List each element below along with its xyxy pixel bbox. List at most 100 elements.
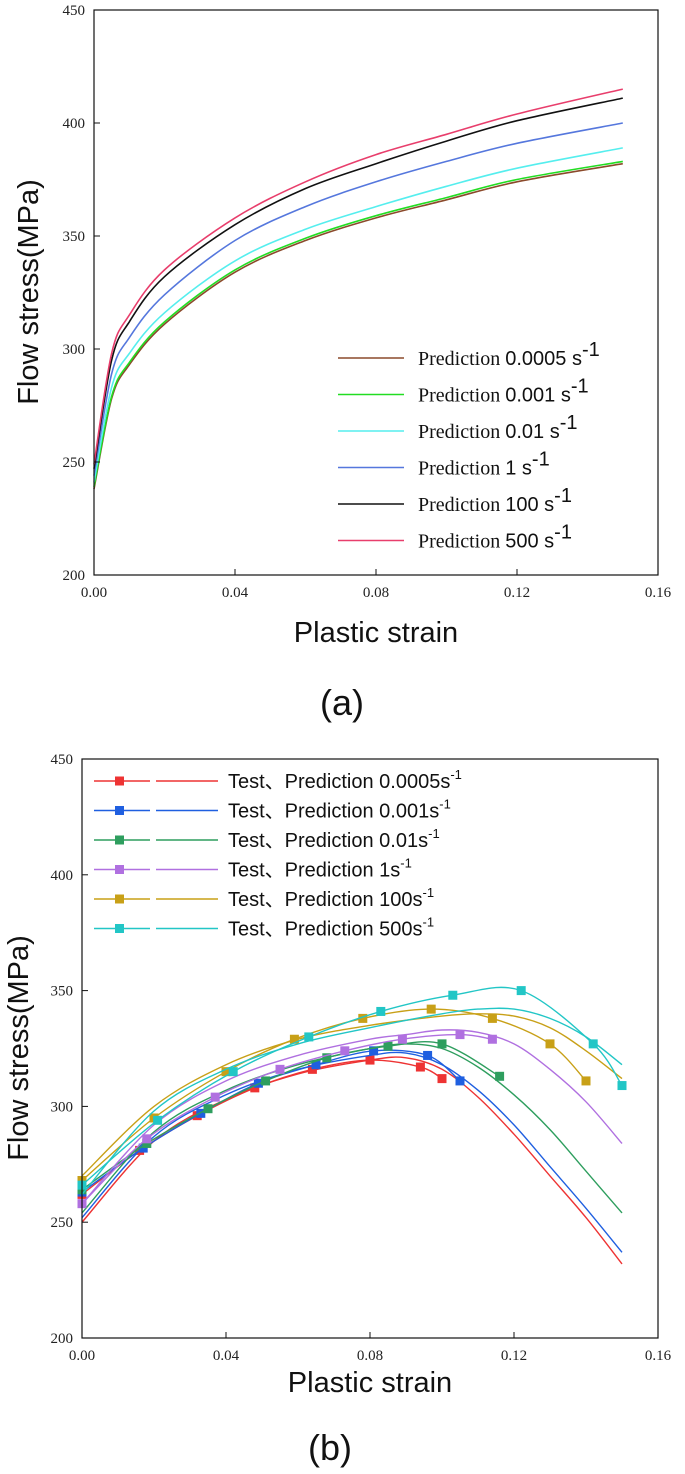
- chart-b-ytick-label-4: 400: [51, 868, 74, 884]
- chart-b-legend-label-2: Test、Prediction 0.01s-1: [228, 826, 440, 852]
- chart-b-prediction-line-1: [81, 1051, 623, 1253]
- chart-b-test-point-2-5: [383, 1041, 393, 1051]
- chart-b-xtick-label-3: 0.12: [501, 1348, 527, 1364]
- chart-b-test-point-5-8: [617, 1081, 627, 1091]
- chart-b-test-point-3-6: [455, 1030, 465, 1040]
- chart-a-xtick-label-3: 0.12: [504, 585, 530, 601]
- chart-b-legend-label-4: Test、Prediction 100s-1: [228, 885, 434, 911]
- chart-b-test-point-5-1: [153, 1115, 163, 1125]
- chart-b-test-point-1-6: [423, 1050, 433, 1060]
- chart-a-legend-label-4: Prediction 100 s-1: [418, 485, 572, 516]
- chart-a-ylabel: Flow stress(MPa): [13, 179, 45, 405]
- chart-b-test-point-3-4: [340, 1046, 350, 1056]
- chart-b-xlabel: Plastic strain: [288, 1367, 452, 1399]
- chart-a-ytick-label-4: 400: [63, 116, 86, 132]
- chart-b-test-point-2-2: [203, 1104, 213, 1114]
- chart-a-legend-label-3: Prediction 1 s-1: [418, 449, 550, 480]
- chart-b-test-point-0-4: [307, 1064, 317, 1074]
- chart-b-test-point-2-6: [437, 1039, 447, 1049]
- chart-b-ticks: 0.00 0.04 0.08 0.12 0.16 200 250 300 350 400 450: [51, 752, 672, 1364]
- chart-b-test-point-1-1: [138, 1143, 148, 1153]
- chart-b-xtick-label-2: 0.08: [357, 1348, 383, 1364]
- chart-b-test-point-4-8: [581, 1076, 591, 1086]
- chart-b-legend-label-3: Test、Prediction 1s-1: [228, 856, 412, 882]
- chart-a-legend-label-5: Prediction 500 s-1: [418, 522, 572, 553]
- chart-b-test-point-2-3: [261, 1076, 271, 1086]
- chart-b-test-point-2-7: [495, 1071, 505, 1081]
- chart-b-test-point-5-3: [304, 1032, 314, 1042]
- chart-b-test-line-1: [81, 1049, 461, 1193]
- chart-b-xtick-label-4: 0.16: [645, 1348, 672, 1364]
- chart-a-series-line-4: [93, 97, 623, 469]
- chart-a-ytick-label-2: 300: [63, 342, 86, 358]
- chart-b-xtick-label-1: 0.04: [213, 1348, 240, 1364]
- panel-label-b: (b): [308, 1427, 352, 1468]
- chart-a-xtick-label-2: 0.08: [363, 585, 389, 601]
- chart-a-series-line-2: [93, 147, 623, 483]
- chart-a-frame: [93, 9, 659, 576]
- chart-a: 0.00 0.04 0.08 0.12 0.16 200 250 300 350 400 450 P…: [13, 3, 672, 723]
- chart-b: 0.00 0.04 0.08 0.12 0.16 200 250 300 350 400 450 T…: [3, 752, 672, 1468]
- chart-b-legend-label-1: Test、Prediction 0.001s-1: [228, 797, 451, 823]
- chart-a-series-line-1: [93, 160, 623, 488]
- chart-b-test-point-0-3: [250, 1083, 260, 1093]
- chart-a-xtick-label-4: 0.16: [645, 585, 672, 601]
- chart-b-test-point-3-7: [487, 1034, 497, 1044]
- chart-b-test-point-5-5: [448, 990, 458, 1000]
- chart-b-test-point-0-6: [415, 1062, 425, 1072]
- chart-b-legend-test-marker-0: [115, 776, 124, 786]
- chart-b-ytick-label-3: 350: [51, 984, 74, 1000]
- chart-b-legend-label-5: Test、Prediction 500s-1: [228, 915, 434, 941]
- chart-b-test-point-0-7: [437, 1074, 447, 1084]
- chart-b-ytick-label-0: 200: [51, 1331, 74, 1347]
- chart-b-prediction-line-0: [81, 1056, 623, 1265]
- chart-a-xlabel: Plastic strain: [294, 617, 458, 649]
- chart-b-ytick-label-2: 300: [51, 1099, 74, 1115]
- chart-b-test-point-1-2: [196, 1108, 206, 1118]
- chart-a-series-line-3: [93, 122, 623, 476]
- chart-b-legend-test-marker-2: [115, 835, 124, 845]
- chart-b-test-point-1-7: [455, 1076, 465, 1086]
- chart-a-ytick-label-1: 250: [63, 455, 86, 471]
- chart-b-prediction-line-4: [81, 1013, 623, 1177]
- chart-a-legend-label-0: Prediction 0.0005 s-1: [418, 339, 600, 370]
- chart-a-ytick-label-0: 200: [63, 568, 86, 584]
- chart-b-ytick-label-1: 250: [51, 1215, 74, 1231]
- chart-b-prediction-line-5: [81, 1007, 623, 1195]
- chart-a-legend-label-1: Prediction 0.001 s-1: [418, 376, 589, 407]
- chart-b-test-point-4-5: [426, 1004, 436, 1014]
- chart-b-test-point-3-1: [142, 1134, 152, 1144]
- chart-b-test-point-5-6: [516, 986, 526, 996]
- chart-a-xtick-label-0: 0.00: [81, 585, 107, 601]
- chart-a-xtick-label-1: 0.04: [222, 585, 249, 601]
- chart-b-series: [77, 986, 627, 1265]
- chart-b-ylabel: Flow stress(MPa): [3, 935, 35, 1161]
- chart-b-legend-test-marker-4: [115, 894, 124, 904]
- chart-b-prediction-line-2: [81, 1043, 623, 1214]
- chart-b-test-point-4-4: [358, 1013, 368, 1023]
- chart-a-ytick-label-5: 450: [63, 3, 86, 19]
- chart-b-legend: Test、Prediction 0.0005s-1 Test、Prediction…: [94, 767, 462, 941]
- chart-b-test-line-2: [81, 1041, 500, 1191]
- chart-b-test-point-5-7: [588, 1039, 598, 1049]
- panel-label-a: (a): [320, 682, 364, 723]
- chart-b-test-point-0-5: [365, 1055, 375, 1065]
- chart-b-test-point-3-2: [210, 1092, 220, 1102]
- chart-a-series-line-0: [93, 162, 623, 490]
- chart-b-test-point-1-5: [369, 1046, 379, 1056]
- chart-a-ticks: 0.00 0.04 0.08 0.12 0.16 200 250 300 350 400 450: [63, 3, 672, 601]
- chart-a-series-line-5: [93, 88, 623, 465]
- chart-a-ytick-label-3: 350: [63, 229, 86, 245]
- chart-a-legend: Prediction 0.0005 s-1 Prediction 0.001 s-…: [338, 339, 600, 553]
- chart-b-test-point-4-6: [487, 1013, 497, 1023]
- chart-b-test-point-1-3: [253, 1078, 263, 1088]
- chart-b-test-point-2-4: [322, 1053, 332, 1063]
- chart-a-legend-label-2: Prediction 0.01 s-1: [418, 412, 578, 443]
- chart-b-prediction-line-3: [81, 1029, 623, 1205]
- chart-b-legend-label-0: Test、Prediction 0.0005s-1: [228, 767, 462, 793]
- chart-a-series: [93, 88, 623, 490]
- chart-b-test-point-5-4: [376, 1006, 386, 1016]
- chart-b-legend-test-marker-5: [115, 924, 124, 933]
- chart-b-test-point-3-3: [275, 1064, 285, 1074]
